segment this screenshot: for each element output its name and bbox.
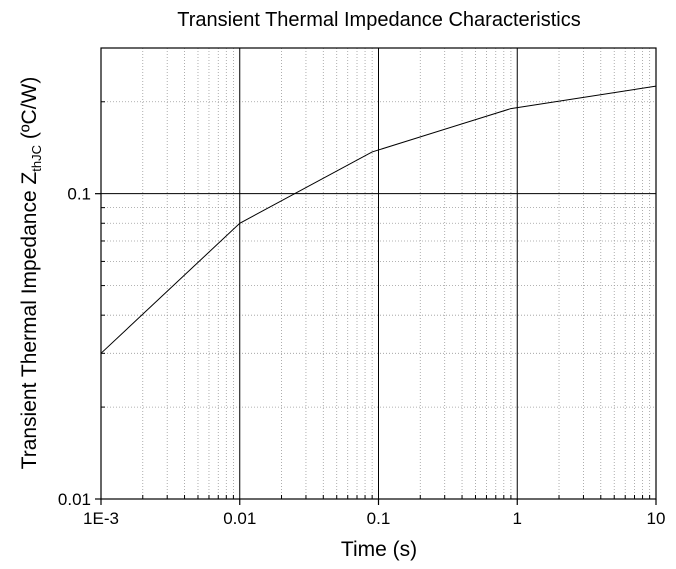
y-tick-labels: 0.01 0.1 (58, 185, 91, 509)
y-axis-title-unit: (ºC/W) (18, 77, 41, 145)
x-tick-labels: 1E-3 0.01 0.1 1 10 (83, 509, 665, 528)
y-axis-title: Transient Thermal Impedance ZthJC (ºC/W) (18, 77, 44, 470)
axis-ticks (95, 101, 657, 505)
series-layer (100, 85, 657, 354)
x-tick-label: 1E-3 (83, 509, 119, 528)
x-tick-label: 0.1 (367, 509, 391, 528)
chart-title: Transient Thermal Impedance Characterist… (177, 9, 581, 31)
y-tick-label: 0.01 (58, 490, 91, 509)
y-tick-label: 0.1 (67, 185, 91, 204)
x-tick-label: 1 (513, 509, 522, 528)
x-axis-title: Time (s) (341, 538, 417, 561)
series-line (100, 85, 657, 354)
minor-grid (101, 48, 656, 499)
major-grid (101, 48, 656, 499)
x-tick-label: 10 (647, 509, 666, 528)
y-axis-title-main: Transient Thermal Impedance Z (18, 172, 41, 470)
x-tick-label: 0.01 (223, 509, 256, 528)
y-axis-title-subscript: thJC (29, 145, 44, 172)
